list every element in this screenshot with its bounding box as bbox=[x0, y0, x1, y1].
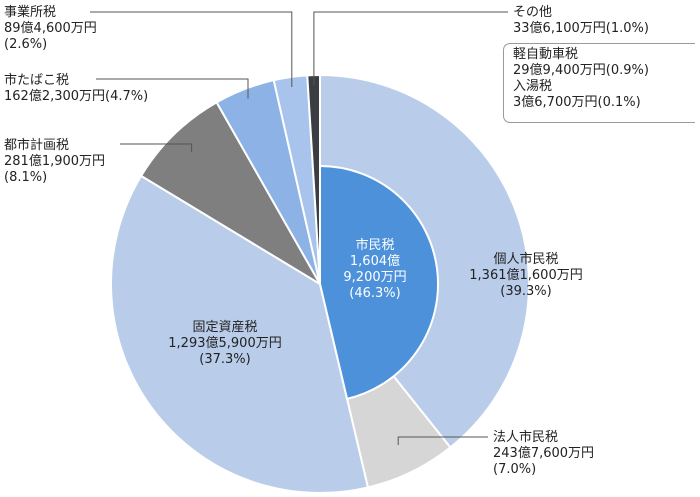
breakdown-nyuto-name: 入湯税 bbox=[513, 79, 553, 94]
leader-other bbox=[313, 11, 508, 86]
breakdown-kei-name: 軽自動車税 bbox=[513, 47, 579, 62]
leader-lines bbox=[90, 11, 508, 445]
label-tobacco-name: 市たばこ税 bbox=[4, 73, 70, 88]
label-business-percent: (2.6%) bbox=[4, 37, 48, 52]
label-planning: 都市計画税 281億1,900万円 (8.1%) bbox=[4, 138, 105, 186]
label-other-line: 33億6,100万円(1.0%) bbox=[513, 21, 649, 37]
leader-business bbox=[90, 11, 293, 87]
label-property: 固定資産税 1,293億5,900万円 (37.3%) bbox=[155, 320, 295, 368]
breakdown-kei-line: 29億9,400万円(0.9%) bbox=[513, 63, 649, 79]
label-individual-amount: 1,361億1,600万円 bbox=[469, 268, 583, 283]
leader-planning bbox=[120, 143, 193, 153]
label-business-name: 事業所税 bbox=[4, 5, 57, 20]
label-other: その他 33億6,100万円(1.0%) bbox=[513, 5, 649, 37]
label-corporate-name: 法人市民税 bbox=[493, 430, 559, 445]
label-individual-name: 個人市民税 bbox=[493, 252, 559, 267]
breakdown-nyuto-line: 3億6,700万円(0.1%) bbox=[513, 95, 649, 111]
center-label: 市民税 1,604億 9,200万円 (46.3%) bbox=[325, 238, 425, 302]
label-planning-name: 都市計画税 bbox=[4, 138, 70, 153]
label-corporate: 法人市民税 243億7,600万円 (7.0%) bbox=[493, 430, 594, 478]
pie-slices bbox=[110, 73, 530, 494]
breakdown-nyuto-amount: 3億6,700万円 bbox=[513, 95, 598, 110]
label-individual-percent: (39.3%) bbox=[500, 284, 552, 299]
breakdown-kei-amount: 29億9,400万円 bbox=[513, 63, 606, 78]
label-planning-amount: 281億1,900万円 bbox=[4, 154, 106, 169]
center-percent: (46.3%) bbox=[349, 286, 401, 301]
center-amount-2: 9,200万円 bbox=[343, 270, 407, 285]
label-corporate-percent: (7.0%) bbox=[493, 462, 537, 477]
center-name: 市民税 bbox=[355, 238, 395, 253]
breakdown-kei-percent: (0.9%) bbox=[605, 63, 649, 78]
slice-planning bbox=[139, 100, 323, 287]
label-other-name: その他 bbox=[513, 5, 553, 20]
label-property-amount: 1,293億5,900万円 bbox=[168, 336, 282, 351]
label-planning-percent: (8.1%) bbox=[4, 170, 48, 185]
label-tobacco-line: 162億2,300万円(4.7%) bbox=[4, 89, 148, 105]
label-property-name: 固定資産税 bbox=[192, 320, 258, 335]
label-other-amount: 33億6,100万円 bbox=[513, 21, 606, 36]
center-amount-1: 1,604億 bbox=[349, 254, 401, 269]
slice-property bbox=[110, 174, 370, 494]
breakdown-nyuto-percent: (0.1%) bbox=[597, 95, 641, 110]
label-corporate-amount: 243億7,600万円 bbox=[493, 446, 595, 461]
other-breakdown-bracket bbox=[503, 43, 695, 123]
label-tobacco: 市たばこ税 162億2,300万円(4.7%) bbox=[4, 73, 148, 105]
label-other-percent: (1.0%) bbox=[605, 21, 649, 36]
leader-tobacco bbox=[96, 78, 249, 99]
slice-center-shiminzei bbox=[319, 164, 439, 401]
label-business-amount: 89億4,600万円 bbox=[4, 21, 97, 36]
leader-corporate bbox=[397, 436, 488, 445]
other-breakdown: 軽自動車税 29億9,400万円(0.9%) 入湯税 3億6,700万円(0.1… bbox=[513, 47, 649, 111]
label-property-percent: (37.3%) bbox=[199, 352, 251, 367]
label-individual: 個人市民税 1,361億1,600万円 (39.3%) bbox=[456, 252, 596, 300]
label-business: 事業所税 89億4,600万円 (2.6%) bbox=[4, 5, 97, 53]
label-tobacco-percent: (4.7%) bbox=[105, 89, 149, 104]
label-tobacco-amount: 162億2,300万円 bbox=[4, 89, 106, 104]
